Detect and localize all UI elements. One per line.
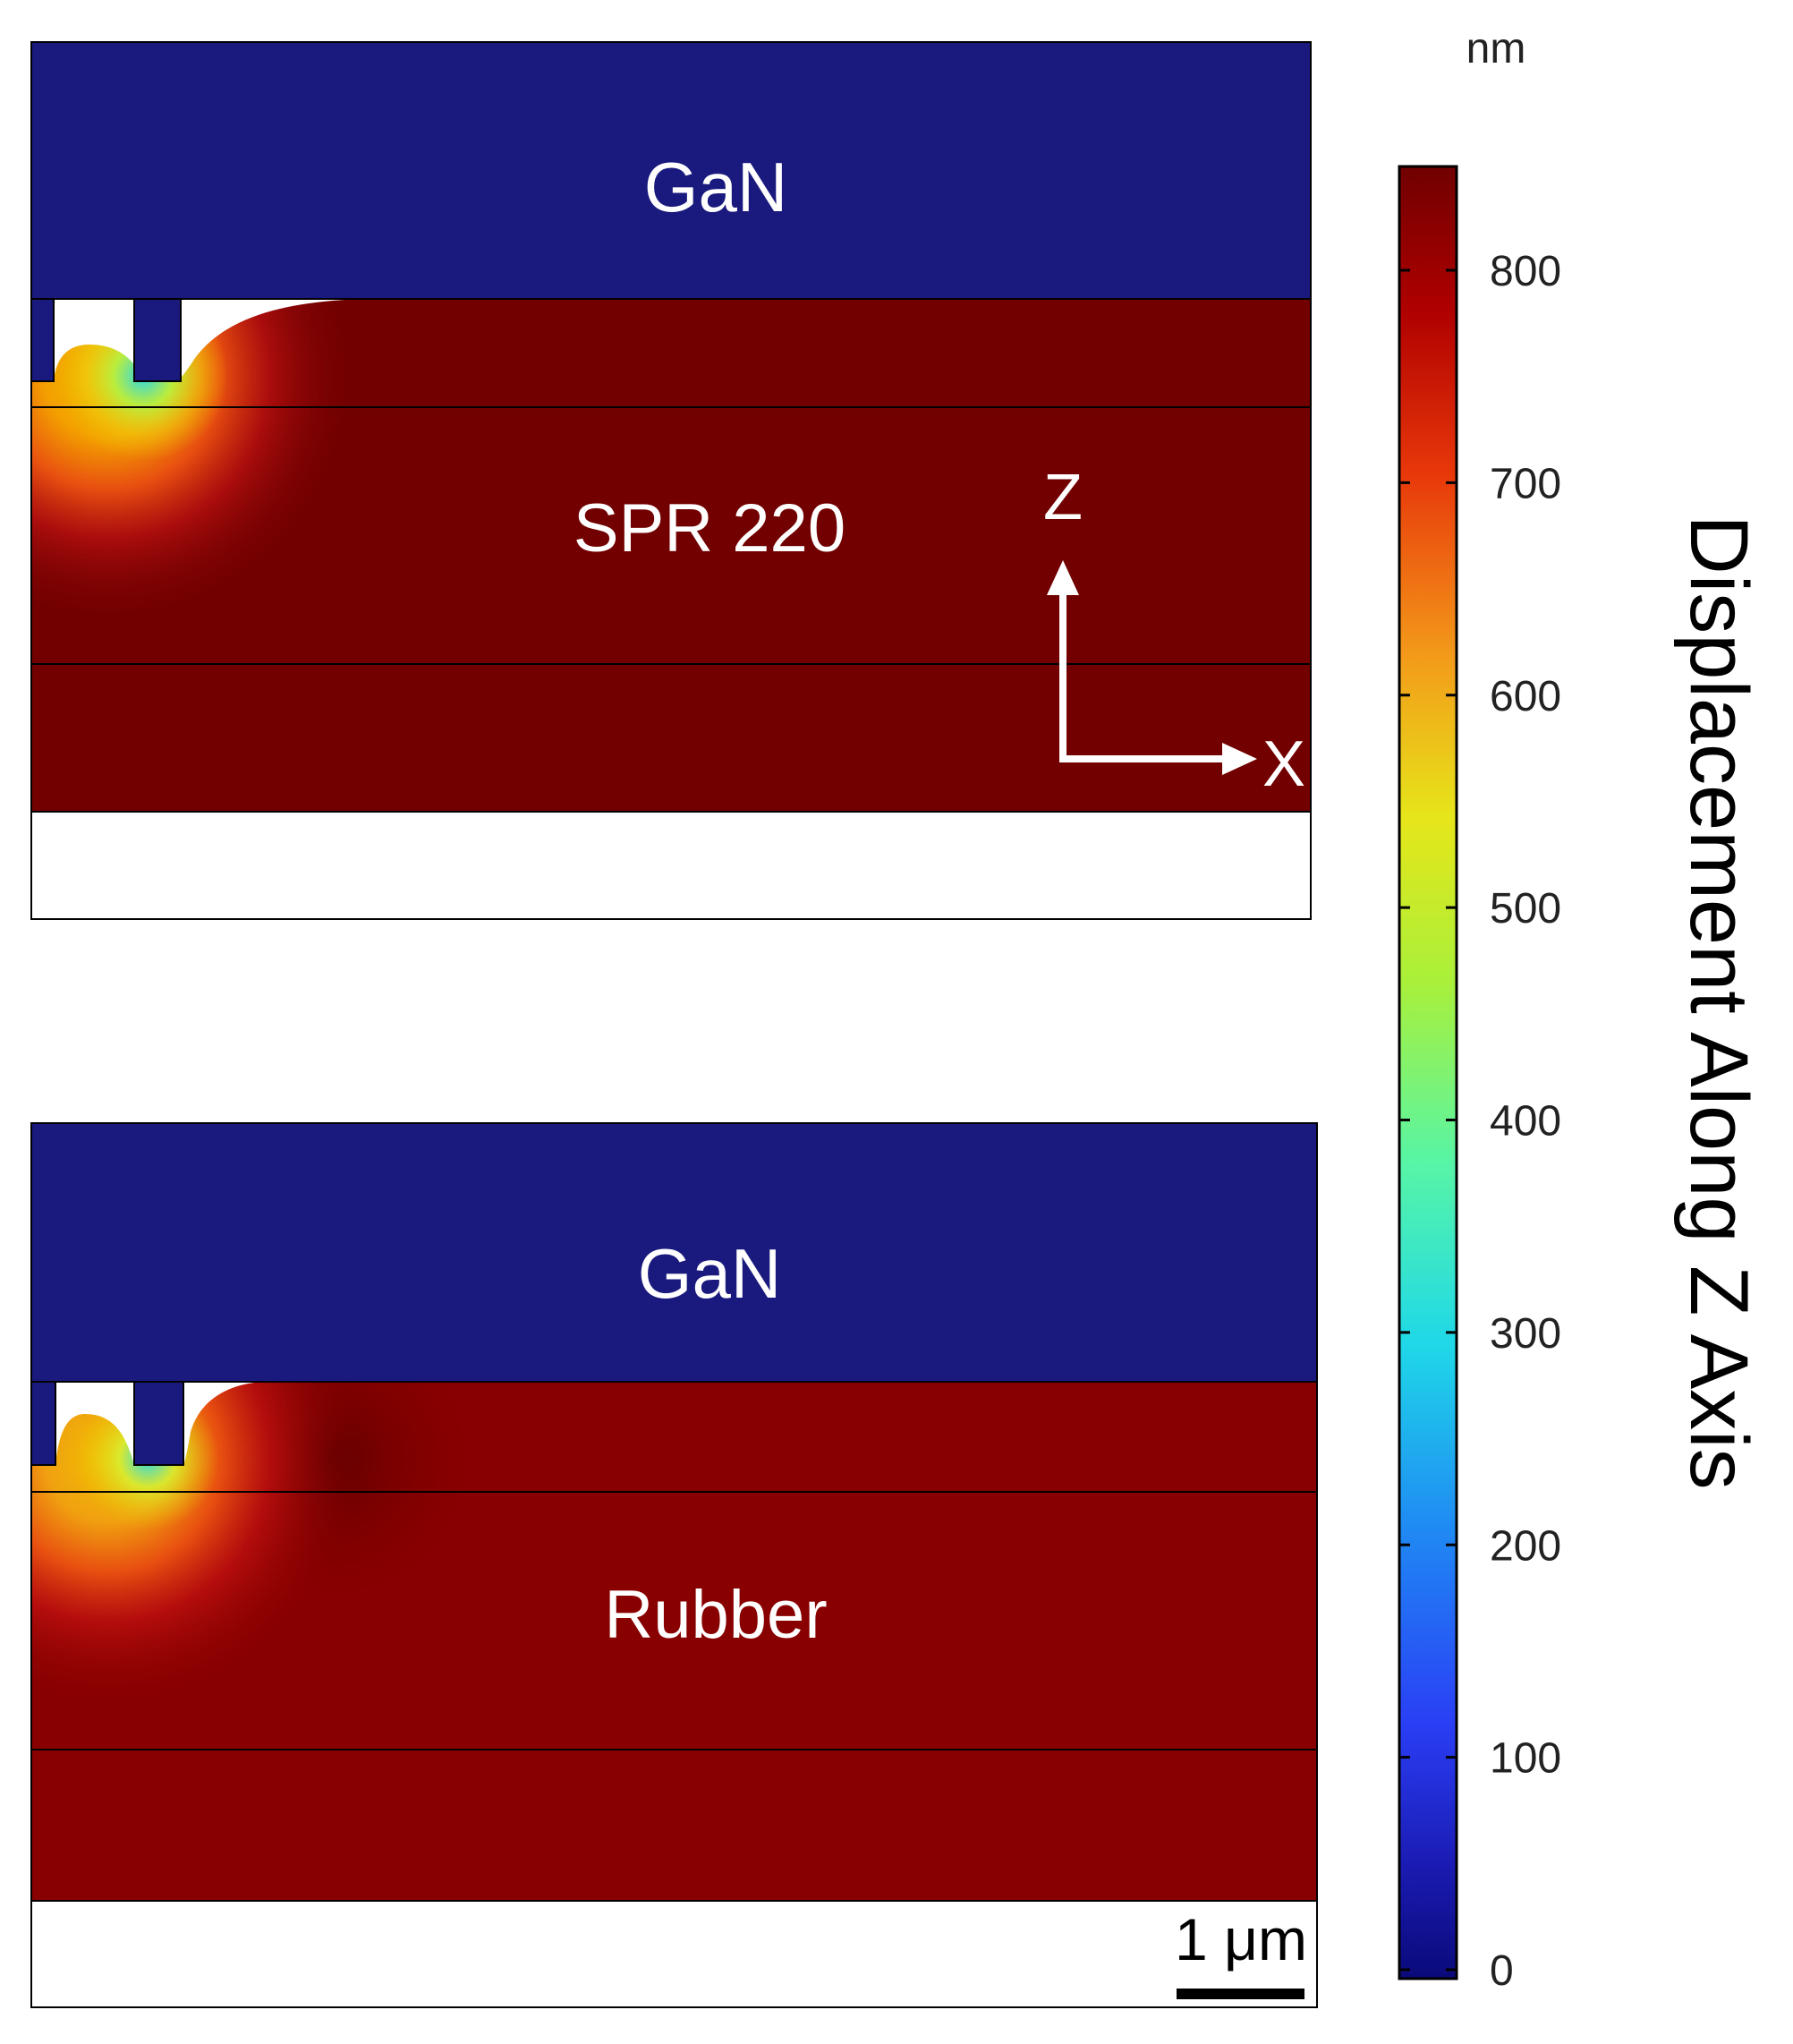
- scale-bar-label: 1 μm: [1175, 1906, 1307, 1972]
- scale-bar: 1 μm: [1175, 1906, 1307, 1999]
- top-panel-frame: [30, 41, 1312, 920]
- colorbar-ticks: 0 100 200 300 400 500 600 700 800: [1399, 248, 1561, 1995]
- colorbar-tick-label: 300: [1490, 1310, 1561, 1358]
- bottom-surface-gap: [31, 1382, 264, 1465]
- colorbar-tick-label: 500: [1490, 885, 1561, 933]
- colorbar-tick-label: 600: [1490, 673, 1561, 720]
- bottom-rubber-label: Rubber: [604, 1577, 827, 1653]
- top-surface-gap: [31, 299, 367, 380]
- colorbar-tick-label: 700: [1490, 460, 1561, 507]
- colorbar-tick-label: 400: [1490, 1098, 1561, 1145]
- top-gan-tooth-right: [133, 298, 182, 382]
- bottom-gan-layer: [31, 1123, 1317, 1382]
- top-gan-tooth-left: [31, 298, 55, 382]
- bottom-panel-frame: [30, 1122, 1318, 2008]
- colorbar: nm 0 100 200 300 400 500 600 700 800 Displacemen…: [1398, 25, 1764, 1995]
- colorbar-unit: nm: [1466, 25, 1526, 72]
- bottom-panel: [31, 1123, 1317, 2007]
- bottom-gan-label: GaN: [638, 1234, 781, 1313]
- colorbar-tick-label: 800: [1490, 248, 1561, 295]
- colorbar-tick-label: 200: [1490, 1522, 1561, 1570]
- axis-indicator: Z X: [1043, 462, 1305, 800]
- x-axis-label: X: [1262, 728, 1305, 800]
- colorbar-tick-label: 100: [1490, 1735, 1561, 1783]
- top-resist-label: SPR 220: [574, 490, 846, 566]
- colorbar-tick-label: 0: [1490, 1947, 1514, 1995]
- z-axis-label: Z: [1043, 462, 1083, 533]
- bottom-gan-tooth-right: [133, 1381, 184, 1466]
- colorbar-title: Displacement Along Z Axis: [1673, 515, 1764, 1489]
- x-axis-arrowhead: [1222, 743, 1257, 775]
- bottom-gan-tooth-left: [31, 1381, 56, 1466]
- top-panel: [31, 42, 1311, 919]
- top-gan-layer: [31, 42, 1311, 299]
- colorbar-gradient: [1398, 165, 1458, 1980]
- z-axis-arrowhead: [1047, 560, 1079, 595]
- top-gan-label: GaN: [644, 148, 787, 226]
